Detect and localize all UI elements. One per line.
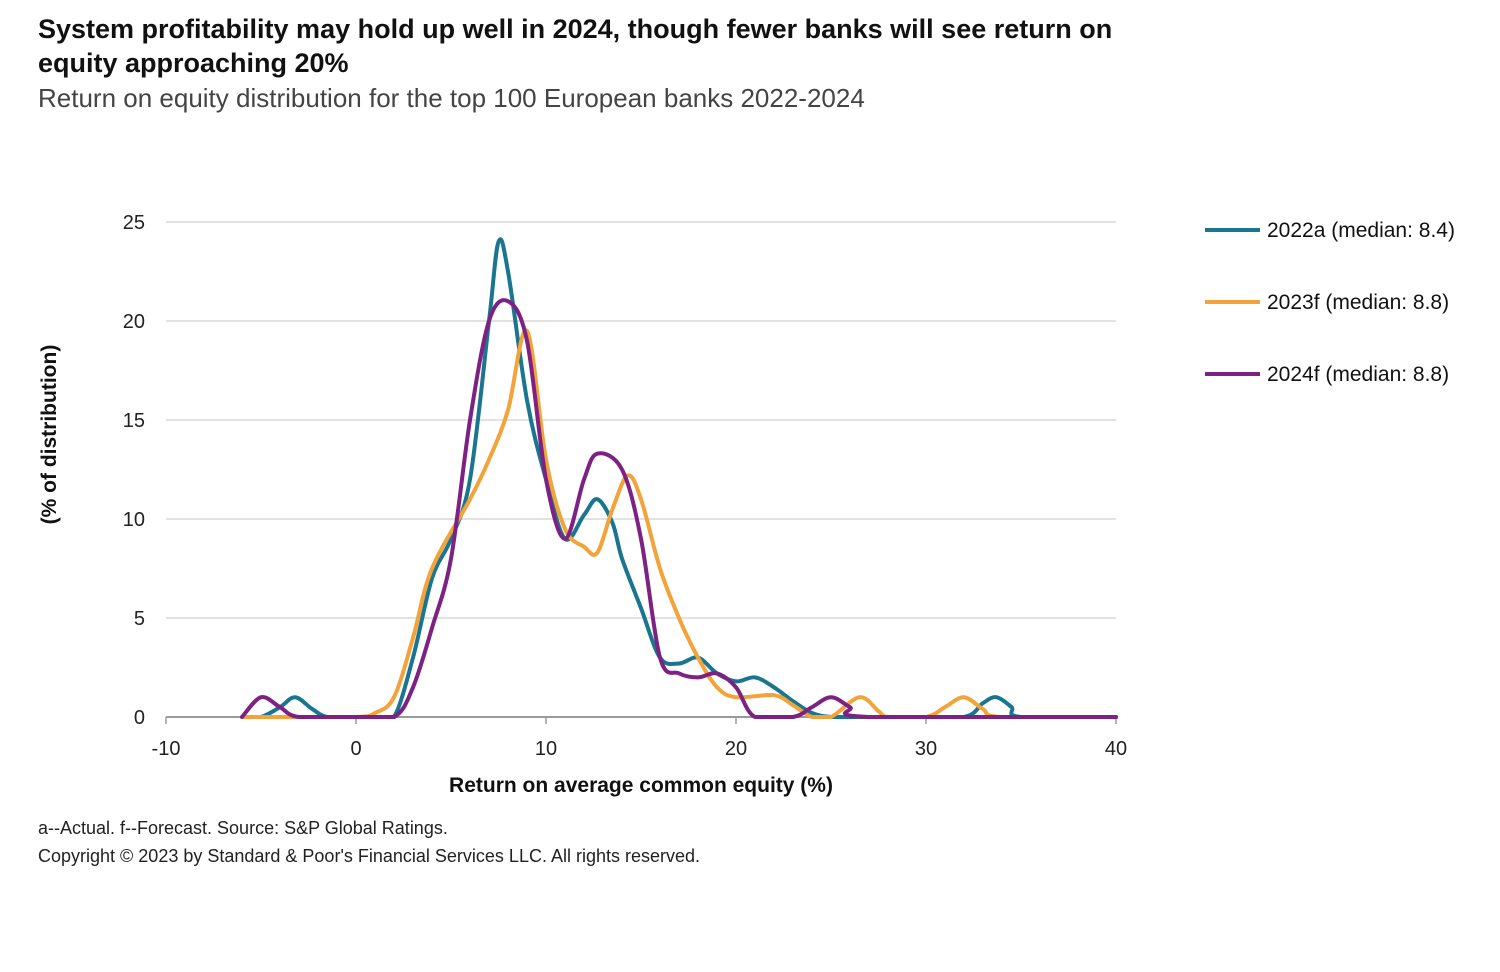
x-tick-label: 10	[535, 738, 557, 760]
legend-label: 2023f (median: 8.8)	[1267, 291, 1449, 314]
y-axis-ticks: 0 5 10 15 20 25	[123, 212, 145, 729]
chart-title: System profitability may hold up well in…	[38, 14, 1113, 78]
series-line	[240, 237, 1118, 720]
series-lines	[240, 237, 1118, 720]
gridlines	[166, 221, 1116, 619]
y-tick-label: 10	[123, 509, 145, 531]
x-axis-ticks: -10 0 10 20 30 40	[152, 717, 1127, 760]
y-axis-title: (% of distribution)	[38, 345, 61, 525]
source-note: a--Actual. f--Forecast. Source: S&P Glob…	[38, 818, 448, 838]
y-tick-label: 5	[134, 608, 145, 630]
y-tick-label: 25	[123, 212, 145, 234]
y-tick-label: 20	[123, 311, 145, 333]
legend-label: 2024f (median: 8.8)	[1267, 363, 1449, 386]
x-tick-label: 40	[1105, 738, 1127, 760]
copyright-note: Copyright © 2023 by Standard & Poor's Fi…	[38, 846, 701, 866]
x-tick-label: 0	[350, 738, 361, 760]
x-axis-title: Return on average common equity (%)	[449, 774, 833, 797]
y-tick-label: 0	[134, 707, 145, 729]
series-line	[240, 328, 1118, 720]
x-tick-label: 30	[915, 738, 937, 760]
series-line	[240, 298, 1118, 720]
legend: 2022a (median: 8.4) 2023f (median: 8.8) 20…	[1205, 219, 1455, 386]
y-tick-label: 15	[123, 410, 145, 432]
x-tick-label: 20	[725, 738, 747, 760]
x-tick-label: -10	[152, 738, 181, 760]
legend-label: 2022a (median: 8.4)	[1267, 219, 1455, 242]
chart-subtitle: Return on equity distribution for the to…	[38, 83, 865, 113]
